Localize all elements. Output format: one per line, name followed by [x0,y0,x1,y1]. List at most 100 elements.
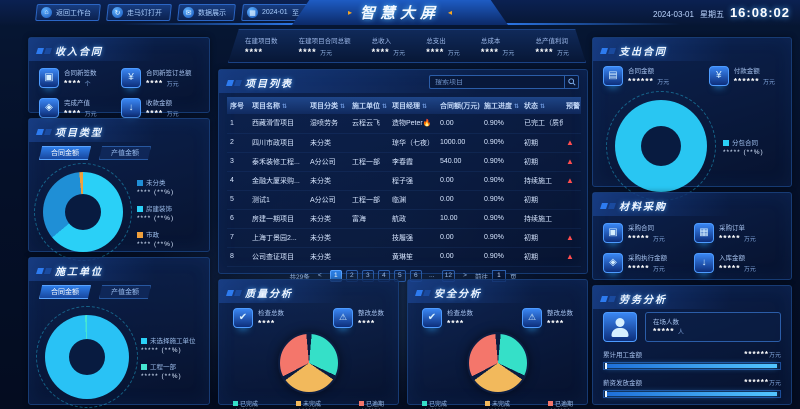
tab-output-amount[interactable]: 产值金额 [99,146,151,160]
cell-unit [349,133,389,153]
table-row[interactable]: 7 上海丁景园2... 未分类 技履强 0.00 0.90% 初期 ▲ [227,228,581,248]
title-decoration [415,289,423,296]
stat-inbound-amount: 入库金额 ***** 万元 [694,252,781,273]
header-buttons: ⌂ 返回工作台 ↻ 走马灯打开 ✉ 数据展示 ▦ 2024-01 至 2024-… [35,4,339,21]
goto-page-input[interactable] [491,269,506,282]
table-row[interactable]: 3 泰禾装修工程... A分公司 工程一部 李春霞 540.00 0.90% 初期 ▲ [227,152,581,172]
cell-no: 2 [227,133,249,153]
col-category[interactable]: 项目分类 [307,97,349,114]
legend-item: 市政 **** (**%) [137,231,175,248]
top-header: ⌂ 返回工作台 ↻ 走马灯打开 ✉ 数据展示 ▦ 2024-01 至 2024-… [0,0,800,26]
cell-unit: 富海 [349,209,389,229]
table-row[interactable]: 1西藏滑雪项目湿喷劳务云程云飞造物Peter🔥0.000.90%已完工（质保..… [227,114,581,134]
table-row[interactable]: 8 公司查证项目 未分类 黄琳笙 0.00 0.90% 初期 ▲ [227,247,581,267]
collect-icon [121,97,141,118]
time-label: 16:08:02 [729,5,790,20]
shield-warn-icon [522,307,542,328]
cell-amount: 0.00 [437,247,481,267]
caret-right-icon: ◂ [448,8,453,17]
cell-status: 初期 [521,133,563,153]
next-page-button[interactable]: > [463,272,467,279]
legend-swatch [295,401,301,406]
warning-icon [563,114,581,134]
kpi-projects-count: 在建项目数 **** [245,38,278,57]
date-range-start: 2024-01 [262,9,288,16]
goto-unit: 页 [509,273,517,281]
data-display-button[interactable]: ✉ 数据展示 [177,4,236,21]
quality-title: 质量分析 [245,289,293,300]
legend-item: 已完成****** [233,399,258,409]
prev-page-button[interactable]: < [317,272,322,279]
cell-unit: 云程云飞 [349,114,389,134]
carousel-icon: ↻ [112,7,123,18]
project-search-input[interactable] [430,78,564,86]
cell-status: 持续施工 [521,171,563,191]
col-name[interactable]: 项目名称 [249,97,307,114]
stat-payment-amount: 付款金额 ****** 万元 [708,65,775,86]
col-warning[interactable]: 预警 [563,97,581,114]
expense-legend: 分包合同 ***** (**%) [723,137,764,156]
project-table: 序号 项目名称 项目分类 施工单位 项目经理 合同额(万元) 施工进度 状态 预… [227,97,581,267]
title-decoration [600,47,608,54]
search-icon[interactable] [564,76,578,88]
carousel-toggle-button[interactable]: ↻ 走马灯打开 [106,4,172,21]
labor-title: 劳务分析 [619,295,667,306]
cell-manager: 技履强 [389,228,437,248]
table-row[interactable]: 6 房建一期项目 未分类 富海 航政 10.00 0.90% 持续施工 [227,209,581,229]
legend-item: 已逾期****** [358,399,384,409]
expense-title: 支出合同 [619,47,667,58]
cell-amount: 1000.00 [437,133,481,153]
cell-progress: 0.90% [481,114,521,134]
cell-category: 未分类 [307,209,349,229]
title-decoration [226,289,234,296]
cell-progress: 0.90% [481,228,521,248]
kpi-output-profit: 总产值利润 **** 万元 [535,38,569,57]
table-row[interactable]: 2 四川市政项目 未分类 琼华（七夜） 1000.00 0.90% 初期 ▲ [227,133,581,153]
cell-progress: 0.90% [481,133,521,153]
cell-progress: 0.90% [481,190,521,210]
title-decoration [600,295,608,302]
cell-unit: 工程一部 [349,152,389,172]
legend-swatch [141,337,147,344]
back-to-workbench-button[interactable]: ⌂ 返回工作台 [35,4,101,21]
shield-warn-icon [333,307,353,328]
legend-swatch [137,231,143,238]
legend-item: 已完成****** [422,399,447,409]
cell-manager: 琼华（七夜） [389,133,437,153]
cell-status: 初期 [521,247,563,267]
tab-contract-amount[interactable]: 合同金额 [39,285,91,299]
cell-no: 1 [227,114,249,134]
legend-item: 未选择施工单位 ***** (**%) [141,337,196,354]
inbound-icon [694,252,714,273]
stat-new-contract-count: 合同新签数 **** 个 [39,67,117,88]
shield-check-icon [422,307,442,328]
cell-unit [349,171,389,191]
cell-no: 4 [227,171,249,191]
legend-swatch [723,139,729,146]
material-title: 材料采购 [619,202,667,213]
col-progress[interactable]: 施工进度 [481,97,521,114]
person-icon [603,312,637,342]
col-amount[interactable]: 合同额(万元) [437,97,481,114]
income-contract-panel: 收入合同 合同新签数 **** 个 合同新签订总额 **** 万元 完成产值 *… [28,37,210,118]
warning-icon: ▲ [563,228,581,248]
safety-analysis-panel: 安全分析 检查总数 **** 整改总数 **** 已完成****** 未完成**… [407,279,588,408]
cell-manager: 临渊 [389,190,437,210]
legend-swatch [141,363,147,370]
table-row[interactable]: 5 测试1 A分公司 工程一部 临渊 0.00 0.90% 初期 [227,190,581,210]
kpi-total-cost: 总成本 **** 万元 [480,38,515,57]
cell-amount: 0.00 [437,228,481,248]
shield-check-icon [233,307,253,328]
tab-output-amount[interactable]: 产值金额 [99,285,151,299]
tab-contract-amount[interactable]: 合同金额 [39,146,91,160]
col-status[interactable]: 状态 [521,97,563,114]
col-unit[interactable]: 施工单位 [349,97,389,114]
weekday-label: 星期五 [699,10,724,19]
table-row[interactable]: 4 金融大厦采购... 未分类 程子强 0.00 0.90% 持续施工 ▲ [227,171,581,191]
cell-name: 泰禾装修工程... [249,152,307,172]
page-button[interactable]: 5 [393,269,406,282]
col-manager[interactable]: 项目经理 [389,97,437,114]
project-type-donut-chart [34,163,132,261]
stat-rectify-total: 整改总数 **** [333,307,384,328]
warning-icon: ▲ [563,171,581,191]
